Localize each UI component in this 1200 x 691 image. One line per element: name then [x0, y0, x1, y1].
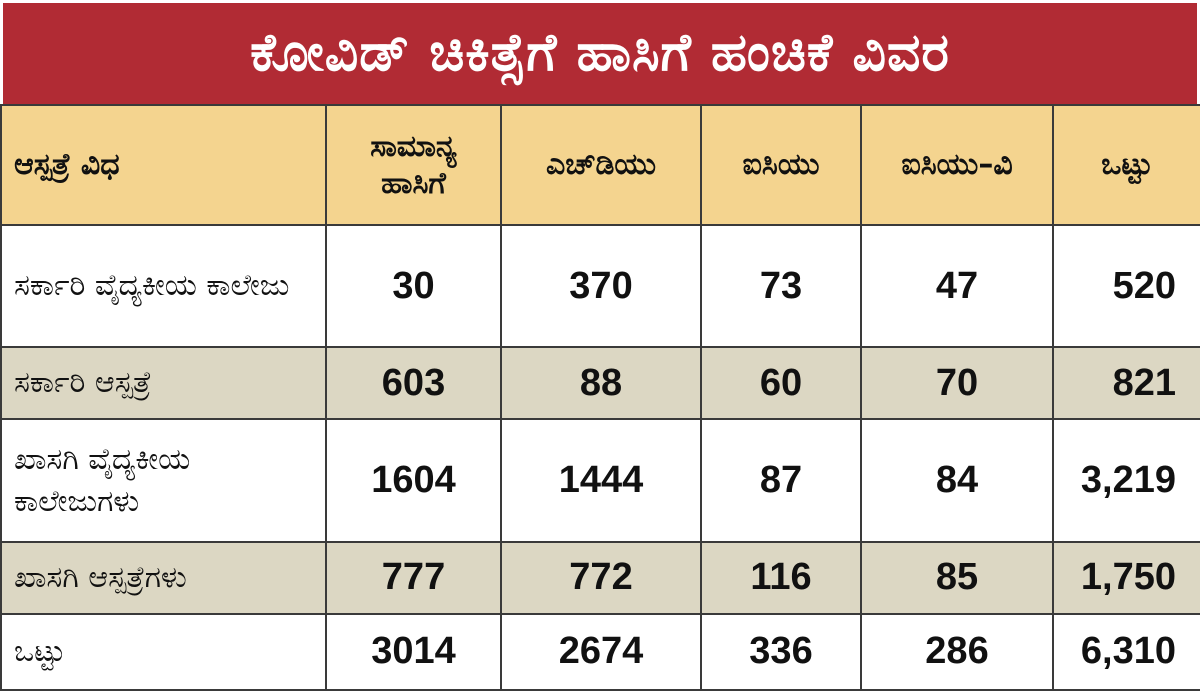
header-row: ಆಸ್ಪತ್ರೆ ವಿಧ ಸಾಮಾನ್ಯ ಹಾಸಿಗೆ ಎಚ್‌ಡಿಯು ಐಸಿ…	[0, 104, 1200, 226]
cell-icu-v: 286	[860, 612, 1054, 691]
cell-total: 3,219	[1052, 418, 1200, 543]
total-row: ಒಟ್ಟು 3014 2674 336 286 6,310	[0, 612, 1200, 691]
row-label: ಖಾಸಗಿ ವೈದ್ಯಕೀಯ ಕಾಲೇಜುಗಳು	[0, 418, 327, 543]
cell-icu-v: 47	[860, 223, 1054, 349]
cell-hdu: 88	[500, 346, 702, 421]
cell-total: 520	[1052, 223, 1200, 349]
bed-allocation-table: ಆಸ್ಪತ್ರೆ ವಿಧ ಸಾಮಾನ್ಯ ಹಾಸಿಗೆ ಎಚ್‌ಡಿಯು ಐಸಿ…	[0, 104, 1200, 691]
cell-hdu: 370	[500, 223, 702, 349]
cell-general-bed: 777	[325, 540, 502, 615]
cell-icu: 336	[700, 612, 862, 691]
cell-general-bed: 603	[325, 346, 502, 421]
col-header-hospital-type: ಆಸ್ಪತ್ರೆ ವಿಧ	[0, 104, 327, 226]
cell-icu-v: 85	[860, 540, 1054, 615]
cell-icu: 116	[700, 540, 862, 615]
table-title: ಕೋವಿಡ್ ಚಿಕಿತ್ಸೆಗೆ ಹಾಸಿಗೆ ಹಂಚಿಕೆ ವಿವರ	[0, 0, 1200, 104]
row-label: ಖಾಸಗಿ ಆಸ್ಪತ್ರೆಗಳು	[0, 540, 327, 615]
cell-icu-v: 70	[860, 346, 1054, 421]
cell-general-bed: 3014	[325, 612, 502, 691]
cell-hdu: 772	[500, 540, 702, 615]
row-label: ಒಟ್ಟು	[0, 612, 327, 691]
row-label: ಸರ್ಕಾರಿ ವೈದ್ಯಕೀಯ ಕಾಲೇಜು	[0, 223, 327, 349]
table-row: ಖಾಸಗಿ ವೈದ್ಯಕೀಯ ಕಾಲೇಜುಗಳು 1604 1444 87 84…	[0, 418, 1200, 543]
row-label: ಸರ್ಕಾರಿ ಆಸ್ಪತ್ರೆ	[0, 346, 327, 421]
cell-hdu: 2674	[500, 612, 702, 691]
cell-total: 1,750	[1052, 540, 1200, 615]
cell-general-bed: 30	[325, 223, 502, 349]
cell-icu: 60	[700, 346, 862, 421]
col-header-general-bed: ಸಾಮಾನ್ಯ ಹಾಸಿಗೆ	[325, 104, 502, 226]
col-header-total: ಒಟ್ಟು	[1052, 104, 1200, 226]
cell-hdu: 1444	[500, 418, 702, 543]
col-header-icu-v: ಐಸಿಯು–ವಿ	[860, 104, 1054, 226]
col-header-hdu: ಎಚ್‌ಡಿಯು	[500, 104, 702, 226]
cell-icu-v: 84	[860, 418, 1054, 543]
col-header-icu: ಐಸಿಯು	[700, 104, 862, 226]
cell-icu: 73	[700, 223, 862, 349]
table-row: ಸರ್ಕಾರಿ ಆಸ್ಪತ್ರೆ 603 88 60 70 821	[0, 346, 1200, 421]
cell-general-bed: 1604	[325, 418, 502, 543]
cell-total: 6,310	[1052, 612, 1200, 691]
cell-total: 821	[1052, 346, 1200, 421]
cell-icu: 87	[700, 418, 862, 543]
table-row: ಖಾಸಗಿ ಆಸ್ಪತ್ರೆಗಳು 777 772 116 85 1,750	[0, 540, 1200, 615]
table-row: ಸರ್ಕಾರಿ ವೈದ್ಯಕೀಯ ಕಾಲೇಜು 30 370 73 47 520	[0, 223, 1200, 349]
